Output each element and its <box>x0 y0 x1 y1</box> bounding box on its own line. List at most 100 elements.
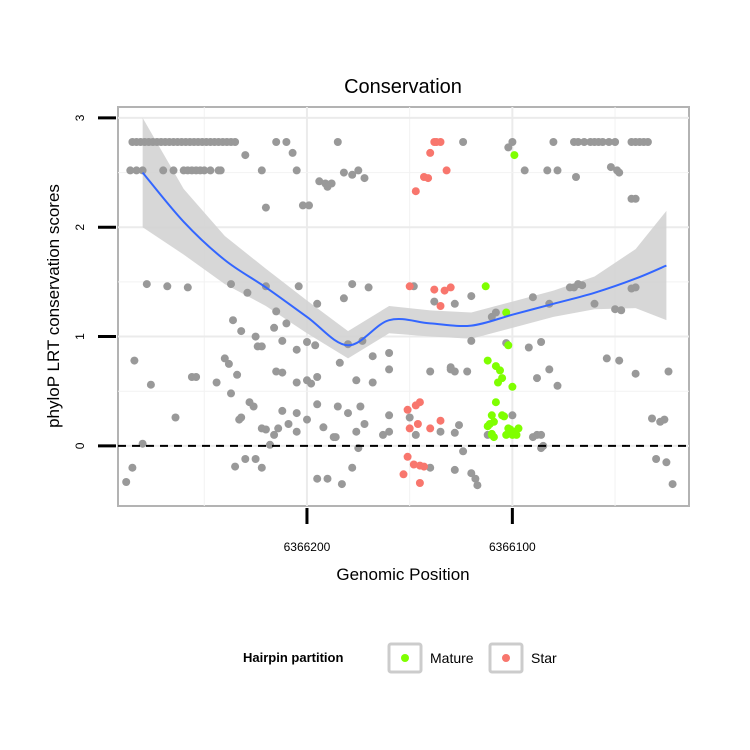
data-point <box>411 187 420 196</box>
data-point <box>348 463 357 472</box>
data-point <box>278 368 287 377</box>
data-point <box>385 349 394 357</box>
data-point <box>344 409 352 418</box>
data-point <box>243 288 252 297</box>
data-point <box>237 327 246 336</box>
legend-label-mature: Mature <box>430 650 474 666</box>
data-point <box>163 282 172 291</box>
data-point <box>216 166 225 175</box>
data-point <box>171 413 180 422</box>
data-point <box>138 439 147 448</box>
data-point <box>379 430 387 439</box>
data-point <box>471 474 480 483</box>
data-point <box>426 463 435 472</box>
data-point <box>631 283 640 292</box>
data-point <box>270 323 279 332</box>
data-point <box>385 411 394 420</box>
data-point <box>231 138 240 146</box>
data-point <box>323 474 332 483</box>
data-point <box>282 138 291 146</box>
data-point <box>272 367 281 376</box>
data-point <box>426 424 435 433</box>
data-point <box>459 138 468 146</box>
data-point <box>270 430 279 439</box>
data-point <box>528 293 537 302</box>
data-point <box>159 166 168 175</box>
data-point <box>504 341 513 350</box>
y-tick-label: 3 <box>73 114 87 121</box>
data-point <box>292 378 301 387</box>
data-point <box>261 203 270 212</box>
data-point <box>504 143 513 152</box>
data-point <box>580 138 589 146</box>
data-point <box>364 283 373 292</box>
legend-dot-mature <box>401 654 409 662</box>
data-point <box>249 402 258 411</box>
data-point <box>574 138 583 146</box>
data-point <box>315 177 324 186</box>
data-point <box>319 423 328 432</box>
data-point <box>446 283 455 292</box>
data-point <box>432 138 441 146</box>
data-point <box>668 480 677 489</box>
x-tick-label: 6366100 <box>489 540 536 554</box>
data-point <box>130 356 139 365</box>
data-point <box>146 380 155 389</box>
data-point <box>483 422 492 431</box>
data-point <box>266 440 274 449</box>
data-point <box>169 166 178 175</box>
data-point <box>463 367 472 376</box>
smooth-line <box>141 171 667 347</box>
data-point <box>126 166 135 175</box>
series-mature <box>481 151 523 442</box>
data-point <box>339 168 348 177</box>
data-point <box>606 163 615 172</box>
data-point <box>459 447 468 456</box>
data-point <box>420 462 428 471</box>
data-point <box>323 182 332 191</box>
data-point <box>272 138 281 146</box>
data-point <box>491 308 500 317</box>
data-point <box>502 308 511 317</box>
data-point <box>241 455 250 463</box>
data-point <box>284 420 293 428</box>
data-point <box>615 356 624 365</box>
data-point <box>617 306 626 315</box>
data-point <box>436 427 445 436</box>
data-point <box>354 166 363 175</box>
data-point <box>442 166 451 175</box>
data-point <box>494 378 502 387</box>
chart-title: Conservation <box>344 76 462 98</box>
data-point <box>200 166 209 175</box>
data-point <box>615 168 624 177</box>
data-point <box>572 173 580 181</box>
data-point <box>450 465 459 474</box>
data-point <box>257 463 266 472</box>
data-point <box>543 166 552 175</box>
data-point <box>360 420 369 428</box>
data-point <box>409 460 418 469</box>
data-point <box>128 463 137 472</box>
data-point <box>520 166 529 175</box>
data-point <box>436 416 445 425</box>
data-point <box>405 282 414 291</box>
data-point <box>483 356 492 365</box>
data-point <box>405 424 414 433</box>
data-point <box>348 170 357 179</box>
data-point <box>274 424 283 433</box>
data-point <box>385 427 394 436</box>
data-point <box>430 285 439 294</box>
data-point <box>303 338 311 346</box>
data-point <box>224 359 233 368</box>
data-point <box>415 398 424 407</box>
data-point <box>524 343 533 352</box>
data-point <box>305 201 313 210</box>
data-point <box>611 138 620 146</box>
data-point <box>481 282 490 291</box>
data-point <box>598 138 607 146</box>
data-point <box>473 481 482 490</box>
data-point <box>313 373 322 381</box>
data-point <box>335 358 344 367</box>
data-point <box>440 286 449 295</box>
